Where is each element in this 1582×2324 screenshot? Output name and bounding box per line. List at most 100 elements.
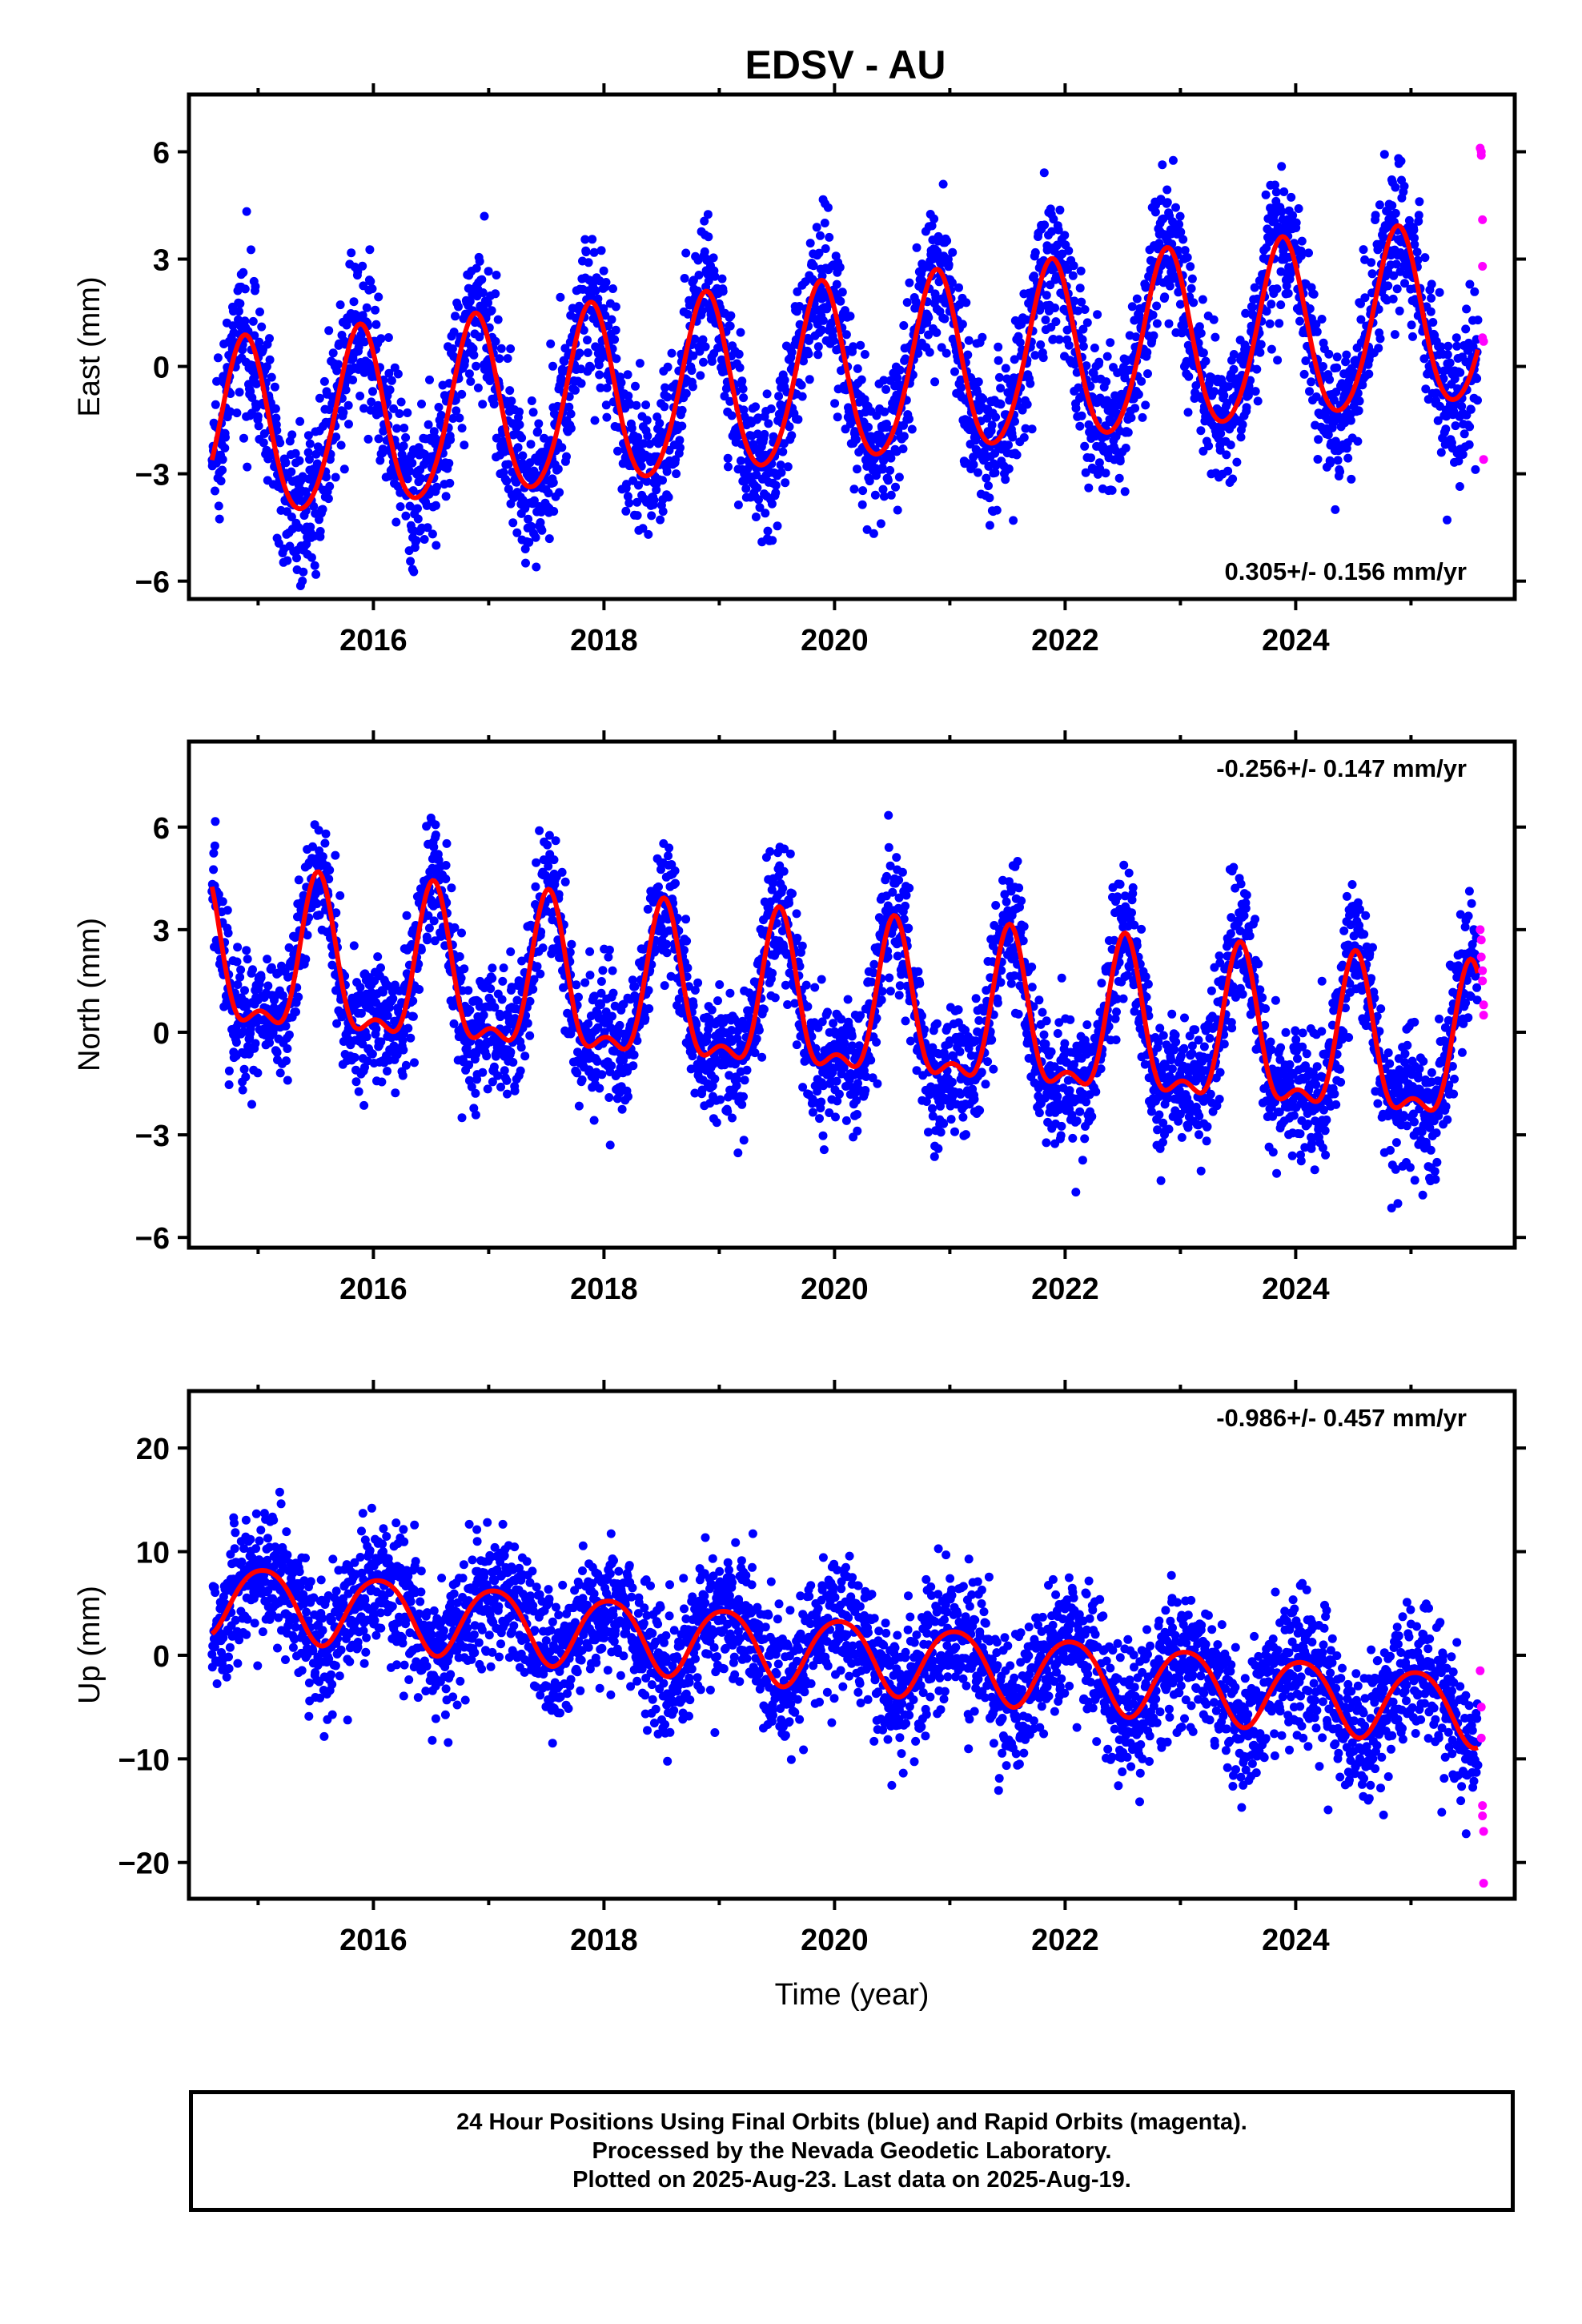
data-point (1036, 340, 1046, 349)
data-point (611, 302, 620, 312)
data-point (256, 973, 266, 983)
data-point (1464, 440, 1474, 449)
data-point (423, 935, 432, 945)
data-point (598, 966, 608, 975)
data-point (816, 231, 825, 240)
data-point (1127, 302, 1137, 312)
data-point (1211, 332, 1220, 342)
data-point (544, 489, 553, 498)
data-point (496, 1082, 505, 1092)
data-point (457, 424, 467, 433)
data-point (239, 267, 248, 277)
data-point (785, 422, 794, 432)
data-point (725, 988, 735, 998)
data-point (424, 923, 434, 933)
data-point (355, 392, 365, 400)
data-point (649, 496, 659, 505)
data-point (767, 499, 777, 509)
data-point (776, 460, 785, 470)
data-point (924, 313, 934, 322)
data-point (1148, 310, 1158, 320)
data-point (681, 248, 691, 258)
data-point (753, 429, 762, 439)
data-point (1375, 334, 1385, 344)
data-point (985, 521, 994, 530)
data-point (341, 385, 351, 395)
data-point (406, 1033, 416, 1043)
data-point (696, 371, 705, 380)
data-point (1391, 259, 1401, 269)
data-point (344, 420, 353, 429)
data-point (431, 820, 440, 830)
data-point (384, 368, 394, 378)
data-point (992, 505, 1002, 515)
data-point (707, 1005, 717, 1015)
data-point (553, 464, 563, 474)
data-point (812, 223, 821, 232)
data-point (1070, 296, 1079, 306)
data-point (683, 963, 693, 973)
data-point (1223, 466, 1233, 476)
data-point (532, 858, 541, 867)
data-point (1081, 468, 1090, 477)
data-point (307, 553, 316, 562)
data-point (1134, 390, 1143, 399)
data-point (251, 379, 261, 388)
data-point (1219, 391, 1229, 400)
data-point (1162, 185, 1172, 195)
data-point (1443, 350, 1452, 360)
data-point (376, 963, 385, 972)
data-point (778, 447, 788, 456)
east-frame (187, 92, 1517, 601)
data-point (1420, 253, 1430, 263)
data-point (1452, 333, 1461, 343)
data-point (472, 263, 481, 273)
data-point (551, 836, 560, 846)
data-point (987, 420, 997, 430)
data-point (1314, 435, 1323, 444)
data-point (950, 367, 959, 376)
data-point (1173, 246, 1182, 255)
data-point (278, 991, 287, 1000)
y-tick-label: 3 (153, 244, 170, 278)
data-point (348, 376, 358, 384)
data-point (1071, 404, 1081, 413)
data-point (1132, 294, 1142, 304)
data-point (912, 243, 921, 252)
data-point (1364, 369, 1374, 379)
data-point (520, 1051, 530, 1061)
data-point (512, 528, 522, 537)
data-point (483, 1084, 492, 1094)
data-point (869, 529, 878, 538)
data-point (1277, 162, 1287, 171)
data-point (878, 464, 888, 474)
data-point (275, 1068, 285, 1078)
data-point (255, 337, 264, 347)
rapid-point (1476, 147, 1486, 156)
data-point (675, 436, 685, 445)
data-point (349, 941, 359, 951)
data-point (624, 1092, 632, 1101)
data-point (1069, 261, 1078, 271)
data-point (1243, 391, 1253, 400)
data-point (1051, 317, 1061, 327)
data-point (938, 179, 948, 189)
data-point (793, 287, 802, 296)
data-point (215, 514, 224, 524)
data-point (594, 360, 604, 370)
data-point (355, 983, 365, 992)
data-point (240, 316, 250, 326)
data-point (404, 1023, 413, 1033)
data-point (663, 392, 673, 402)
data-point (221, 432, 230, 442)
data-point (378, 444, 387, 454)
data-point (1392, 284, 1402, 294)
data-point (969, 460, 978, 469)
data-point (283, 556, 292, 565)
data-point (1472, 374, 1482, 384)
data-point (240, 284, 250, 294)
data-point (741, 484, 751, 493)
data-point (281, 458, 291, 468)
data-point (1271, 180, 1279, 190)
